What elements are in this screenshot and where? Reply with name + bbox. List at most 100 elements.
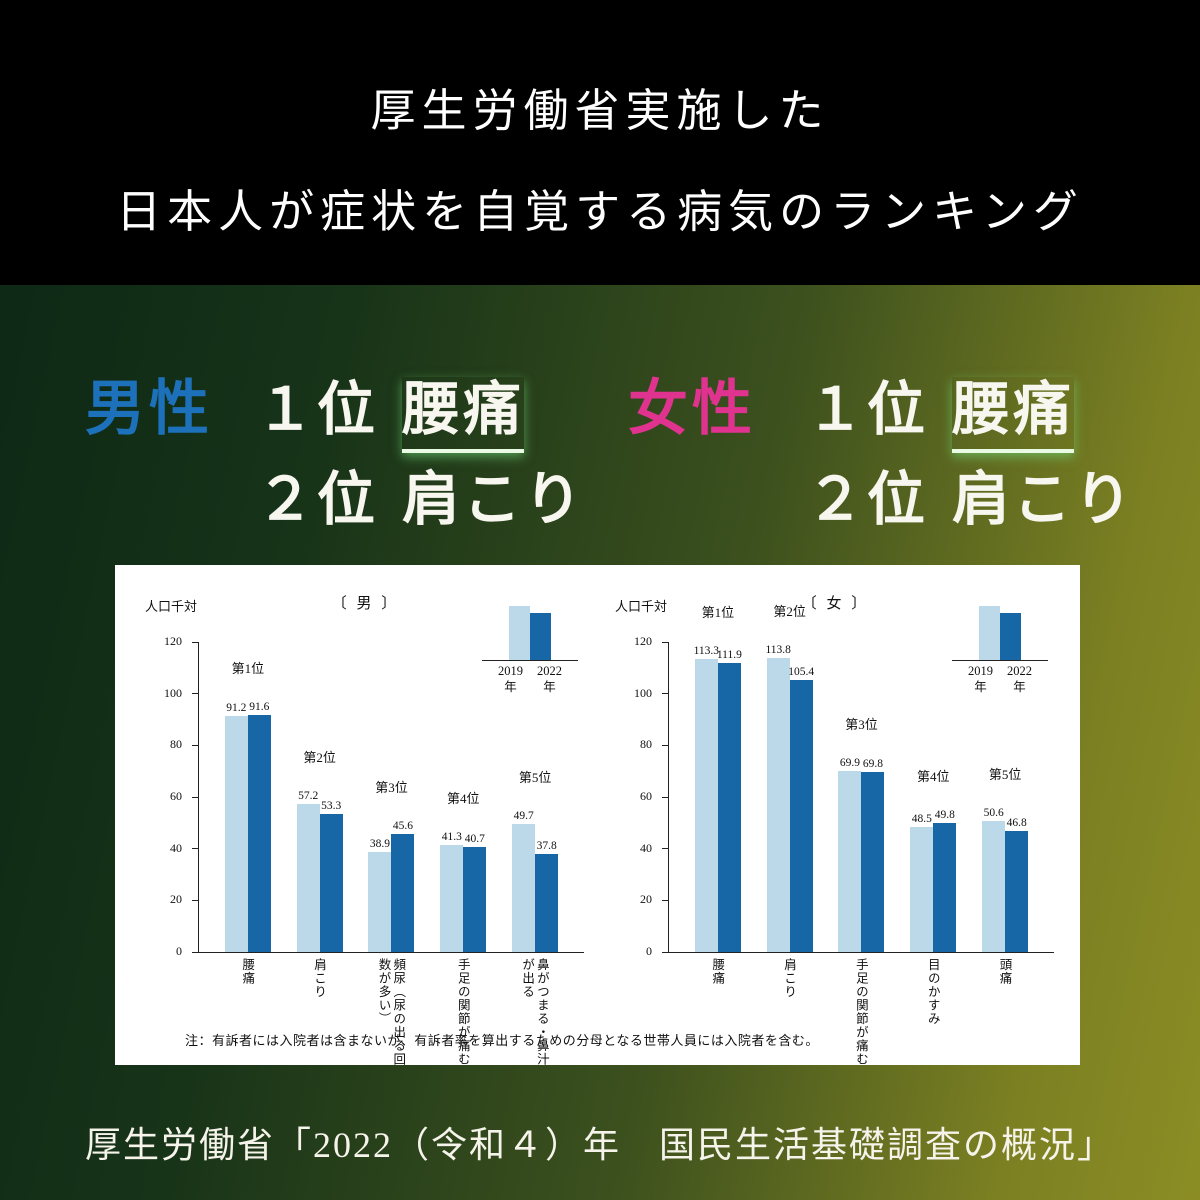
x-category-cell: 手足の関節が痛む [439,958,485,1078]
value-label: 91.2 [226,702,247,715]
bar-with-label: 48.5 [910,812,934,952]
plot-area: 0 20 40 60 80 100 120 91.2 91.6 第1位 57.2 53.3 第2位 38… [164,634,584,958]
value-label: 49.8 [934,809,955,822]
x-category-cell: 腰痛 [224,958,270,1078]
bar-2022年 [861,771,885,952]
value-label: 41.3 [441,831,462,844]
x-axis-labels: 腰痛 肩こり 頻尿（尿の出る回数が多い） 手足の関節が痛む 鼻がつまる・鼻汁が出る [198,958,583,1078]
legend-labels: 2019年 2022年 [482,664,578,695]
x-category-cell: 頭痛 [981,958,1027,1066]
bar-2022年 [1005,831,1029,952]
rank-label: 第4位 [447,791,480,807]
legend-swatch-2022 [530,613,551,660]
bar-group: 38.9 45.6 第3位 [368,780,415,952]
bar-group: 41.3 40.7 第4位 [440,791,487,952]
x-category-label: 鼻がつまる・鼻汁が出る [520,958,549,1066]
chart-men: 人口千対 〔 男 〕 2019年 2022年 0 20 40 60 80 100 120 9… [143,580,588,1066]
bar-with-label: 105.4 [788,666,814,952]
x-category-label: 肩こり [312,958,327,999]
source-citation: 厚生労働省「2022（令和４）年 国民生活基礎調査の概況」 [84,1125,1115,1165]
rank-label: 第5位 [988,767,1022,783]
legend-label-2019: 2019年 [968,664,993,694]
female-rank-2-symptom: 肩こり [952,467,1136,532]
legend-swatch-2022 [1000,613,1021,660]
bar-group: 91.2 91.6 第1位 [224,661,271,952]
legend-swatches [482,606,578,661]
bar-group: 113.8 105.4 第2位 [765,604,814,952]
bar-group: 48.5 49.8 第4位 [910,769,957,952]
y-tick-label: 0 [646,944,652,958]
bar-group: 50.6 46.8 第5位 [982,767,1029,952]
bar-group: 113.3 111.9 第1位 [693,605,742,952]
y-tick-label: 100 [634,685,652,700]
bar-with-label: 91.6 [247,701,271,952]
chart-panel: 人口千対 〔 男 〕 2019年 2022年 0 20 40 60 80 100 120 9… [115,565,1080,1066]
bar-with-label: 57.2 [296,790,320,952]
x-category-label: 頭痛 [997,958,1012,985]
x-category-cell: 鼻がつまる・鼻汁が出る [511,958,557,1078]
y-tick-label: 20 [170,892,182,907]
value-label: 113.8 [765,644,791,657]
rank-label: 第3位 [845,717,878,733]
bars-container: 113.3 111.9 第1位 113.8 105.4 第2位 69.9 69.8 第3位 48.… [669,604,1054,952]
bar-2022年 [391,834,415,952]
y-tick-mark [192,744,199,746]
y-axis-unit-label: 人口千対 [615,599,668,614]
y-tick-mark [662,641,669,643]
y-tick-label: 120 [164,634,182,648]
value-label: 69.9 [839,757,861,770]
rank-label: 第2位 [303,750,336,766]
value-label: 113.3 [693,645,720,658]
bar-2022年 [319,814,343,952]
bar-2019年 [838,771,862,952]
value-label: 53.3 [321,800,342,813]
chart-women-title: 〔 女 〕 [801,596,870,612]
y-tick-label: 120 [634,634,652,648]
bar-group: 69.9 69.8 第3位 [838,717,885,952]
y-tick-label: 60 [640,789,652,803]
bars-container: 91.2 91.6 第1位 57.2 53.3 第2位 38.9 45.6 第3位 41.3 40.… [199,642,584,952]
rank-label: 第4位 [917,769,950,785]
bar-2019年 [982,821,1006,952]
page-title-line-1: 厚生労働省実施した [370,86,830,136]
bar-with-label: 45.6 [391,820,415,952]
male-group-label: 男性 [85,376,213,442]
value-label: 49.7 [513,809,534,822]
chart-men-title: 〔 男 〕 [331,596,400,612]
y-tick-mark [662,744,669,746]
rank-label: 第2位 [773,604,806,620]
bar-with-label: 49.8 [933,809,957,952]
y-tick-mark [192,899,199,901]
x-category-label: 手足の関節が痛む [853,958,868,1066]
value-label: 46.8 [1006,817,1027,830]
male-rank-2-symptom: 肩こり [402,467,586,532]
legend-label-2022: 2022年 [537,664,562,694]
value-label: 48.5 [911,812,932,825]
male-rank-1-number: １位 [256,377,379,442]
male-rank-1: １位 腰痛 [256,362,525,453]
female-group-label: 女性 [628,376,756,442]
value-label: 45.6 [392,820,414,833]
y-tick-mark [192,641,199,643]
x-category-cell: 頻尿（尿の出る回数が多い） [367,958,413,1078]
y-tick-mark [662,951,669,953]
rank-label: 第3位 [375,780,408,796]
legend-swatch-2019 [509,606,530,660]
y-tick-mark [662,899,669,901]
bar-with-label: 69.9 [838,757,862,952]
legend-labels: 2019年 2022年 [952,664,1048,695]
value-label: 50.6 [983,807,1004,820]
legend-swatch-2019 [979,606,1000,660]
male-rank-1-symptom: 腰痛 [402,377,525,453]
x-category-cell: 手足の関節が痛む [837,958,883,1066]
value-label: 38.9 [369,837,391,850]
bar-2022年 [535,854,559,952]
y-tick-label: 100 [164,685,182,700]
y-axis: 0 20 40 60 80 100 120 [144,634,192,958]
bar-with-label: 113.8 [765,644,791,952]
value-label: 37.8 [536,840,557,853]
legend-swatches [952,606,1048,661]
value-label: 69.8 [862,757,884,770]
x-category-label: 肩こり [782,958,797,999]
